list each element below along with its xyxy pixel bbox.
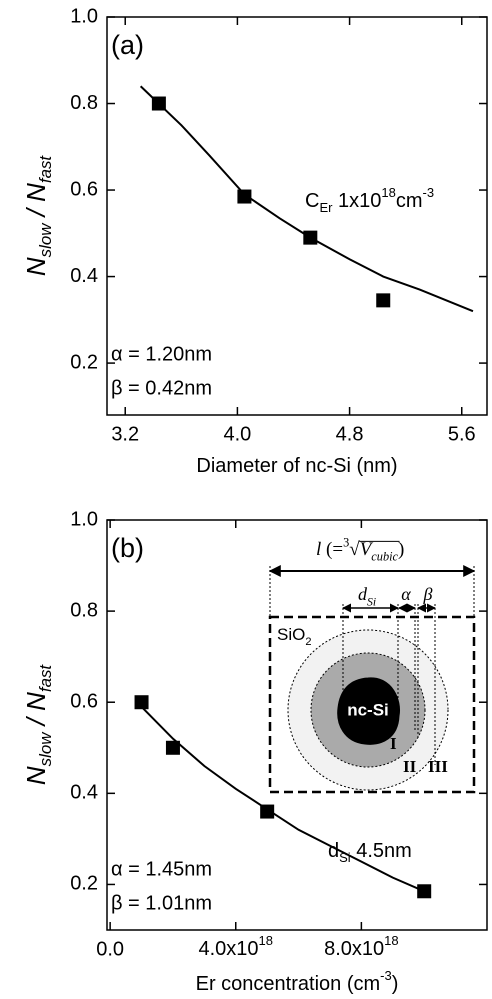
y-axis-label-part: fast bbox=[37, 664, 56, 693]
fit-curve bbox=[140, 706, 425, 893]
panel-label: (b) bbox=[111, 533, 144, 563]
x-axis-label: Er concentration (cm-3) bbox=[196, 968, 399, 995]
x-tick-label: 4.0 bbox=[223, 423, 251, 445]
annotation-part: 4.5nm bbox=[351, 840, 412, 862]
y-axis-label-part: N bbox=[21, 766, 51, 785]
x-tick-label-part: 4.0x10 bbox=[198, 938, 258, 960]
inset-label: dSi bbox=[358, 584, 376, 608]
annotation-part: 1x10 bbox=[332, 190, 381, 212]
annotation-part: C bbox=[305, 190, 319, 212]
inset-label-part: V bbox=[360, 539, 374, 560]
x-tick-label: 5.6 bbox=[448, 423, 476, 445]
data-point bbox=[165, 740, 180, 755]
x-tick-label: 0.0 bbox=[96, 938, 124, 960]
annotation: α = 1.20nm bbox=[111, 343, 212, 365]
x-tick-label-part: 18 bbox=[384, 933, 398, 948]
y-axis-label-part: slow bbox=[37, 222, 56, 258]
data-point bbox=[417, 884, 432, 899]
core bbox=[337, 677, 401, 745]
region-label: III bbox=[428, 757, 448, 776]
inset-label-part: Si bbox=[367, 595, 376, 608]
annotation: CEr 1x1018cm-3 bbox=[305, 185, 434, 215]
x-axis-label-part: Diameter of nc-Si (nm) bbox=[196, 455, 397, 477]
panel-label: (a) bbox=[111, 30, 144, 60]
data-point bbox=[376, 293, 391, 308]
x-tick-label-part: 8.0x10 bbox=[324, 938, 384, 960]
y-axis-label: Nslow / Nfast bbox=[21, 664, 56, 786]
annotation-part: Si bbox=[339, 850, 351, 865]
annotation-part: cm bbox=[396, 190, 423, 212]
y-axis-label-part: slow bbox=[37, 731, 56, 767]
y-tick-label: 0.2 bbox=[70, 873, 98, 895]
plot-frame bbox=[106, 519, 488, 931]
inset-label: SiO2 bbox=[277, 625, 312, 647]
x-axis-label-part: Er concentration (cm bbox=[196, 973, 381, 995]
y-tick-label: 0.4 bbox=[70, 265, 98, 287]
annotation: β = 1.01nm bbox=[111, 892, 212, 914]
x-tick-label-part: 18 bbox=[259, 933, 273, 948]
y-tick-label: 0.6 bbox=[70, 178, 98, 200]
y-tick-label: 0.4 bbox=[70, 782, 98, 804]
data-point bbox=[303, 230, 318, 245]
inset-diagram bbox=[268, 565, 476, 794]
inset-label-part: 3 bbox=[343, 535, 349, 549]
region-label: II bbox=[403, 757, 417, 776]
annotation: α = 1.45nm bbox=[111, 858, 212, 880]
region-label: I bbox=[390, 734, 397, 753]
y-tick-label: 1.0 bbox=[70, 508, 98, 530]
inset-box bbox=[268, 615, 476, 794]
y-axis-label-part: / N bbox=[21, 183, 51, 224]
inset-label-part: 2 bbox=[305, 636, 311, 648]
x-axis-label-part: -3 bbox=[380, 968, 392, 983]
y-tick-label: 0.8 bbox=[70, 92, 98, 114]
x-tick-label: 3.2 bbox=[111, 423, 139, 445]
x-tick-label: 4.8 bbox=[336, 423, 364, 445]
y-tick-label: 1.0 bbox=[70, 5, 98, 27]
inset-label-part: cubic bbox=[371, 549, 398, 563]
inset-label-part: (= bbox=[321, 539, 343, 560]
x-axis-label: Diameter of nc-Si (nm) bbox=[196, 455, 397, 477]
inset-label-part: √ bbox=[349, 539, 360, 560]
data-point bbox=[260, 804, 275, 819]
inset-label-part: ) bbox=[398, 539, 404, 560]
plot-frame bbox=[106, 16, 488, 416]
y-tick-label: 0.2 bbox=[70, 351, 98, 373]
annotation-part: -3 bbox=[423, 185, 435, 200]
data-point bbox=[151, 96, 166, 111]
y-axis-label-part: fast bbox=[37, 155, 56, 184]
y-axis-label-part: / N bbox=[21, 692, 51, 733]
y-axis-label-part: N bbox=[21, 257, 51, 276]
annotation: β = 0.42nm bbox=[111, 377, 212, 399]
inset-beta: β bbox=[423, 584, 433, 604]
x-tick-label: 8.0x1018 bbox=[324, 933, 399, 960]
inset-label-part: l bbox=[316, 539, 321, 560]
core-label: nc-Si bbox=[347, 700, 389, 719]
y-axis-label: Nslow / Nfast bbox=[21, 155, 56, 277]
fit-curve bbox=[139, 85, 474, 313]
y-tick-label: 0.8 bbox=[70, 599, 98, 621]
x-tick-label: 4.0x1018 bbox=[198, 933, 273, 960]
annotation-part: d bbox=[328, 840, 339, 862]
inset-label-part: SiO bbox=[277, 625, 305, 644]
annotation-part: Er bbox=[319, 200, 333, 215]
annotation-part: 18 bbox=[381, 185, 395, 200]
x-axis-label-part: ) bbox=[392, 973, 399, 995]
annotation: dSi 4.5nm bbox=[328, 840, 412, 865]
inset-label-part: d bbox=[358, 584, 368, 604]
inset-alpha: α bbox=[401, 584, 411, 604]
inset-label: l (=3√Vcubic) bbox=[316, 535, 404, 563]
data-point bbox=[237, 189, 252, 204]
data-point bbox=[134, 695, 149, 710]
y-tick-label: 0.6 bbox=[70, 691, 98, 713]
